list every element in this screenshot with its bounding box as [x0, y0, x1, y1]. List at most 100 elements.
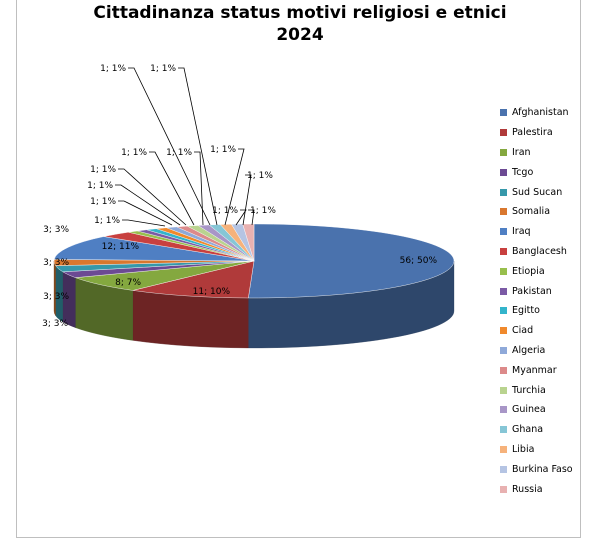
legend-label: Ghana — [512, 424, 544, 436]
legend-label: Turchia — [512, 384, 546, 396]
legend-item: Turchia — [500, 380, 596, 400]
data-label-turchia: 1; 1% — [100, 64, 126, 74]
legend-label: Tcgo — [512, 166, 534, 178]
legend-label: Egitto — [512, 305, 540, 317]
legend-swatch — [500, 366, 507, 374]
chart-legend: Afghanistan Palestira Iran Tcgo Sud Sucan Som… — [500, 103, 596, 499]
pie-side-palestira — [132, 290, 249, 349]
legend-swatch — [500, 465, 507, 473]
data-label-algeria: 1; 1% — [121, 148, 147, 158]
leader-line — [115, 184, 181, 226]
leader-line — [242, 174, 252, 226]
leader-line — [194, 151, 204, 226]
data-label-burkina-faso: 1; 1% — [247, 171, 273, 181]
legend-swatch — [500, 267, 507, 275]
legend-swatch — [500, 406, 507, 414]
data-label-ghana: 1; 1% — [210, 145, 236, 155]
chart-title-line2: 2024 — [276, 25, 324, 45]
legend-item: Iran — [500, 143, 596, 163]
legend-swatch — [500, 445, 507, 453]
legend-item: Burkina Faso — [500, 459, 596, 479]
legend-swatch — [500, 148, 507, 156]
data-label-somalia: 3; 3% — [43, 225, 69, 235]
data-label-ciad: 1; 1% — [90, 165, 116, 175]
pie-slice-iraq — [53, 236, 255, 262]
leader-line — [178, 67, 218, 226]
data-label-banglacesh: 3; 3% — [42, 319, 68, 329]
data-label-egitto: 1; 1% — [87, 181, 113, 191]
chart-title-line1: Cittadinanza status motivi religiosi e e… — [93, 3, 507, 23]
legend-swatch — [500, 346, 507, 354]
legend-label: Libia — [512, 443, 535, 455]
leader-line — [128, 67, 211, 226]
chart-title: Cittadinanza status motivi religiosi e e… — [0, 2, 600, 46]
legend-swatch — [500, 109, 507, 117]
legend-label: Myanmar — [512, 364, 557, 376]
legend-swatch — [500, 208, 507, 216]
data-label-afghanistan: 56; 50% — [400, 256, 438, 266]
data-labels: 56; 50% 11; 10% 8; 7% 3; 3% 3; 3% 3; 3% 12; 11… — [42, 64, 437, 329]
leader-line — [118, 200, 173, 226]
data-label-tcgo: 3; 3% — [43, 292, 69, 302]
legend-item: Somalia — [500, 202, 596, 222]
legend-item: Banglacesh — [500, 242, 596, 262]
legend-item: Ghana — [500, 420, 596, 440]
legend-swatch — [500, 168, 507, 176]
legend-item: Pakistan — [500, 281, 596, 301]
legend-swatch — [500, 327, 507, 335]
legend-item: Ciad — [500, 321, 596, 341]
leader-line — [235, 209, 247, 226]
legend-label: Algeria — [512, 344, 546, 356]
legend-label: Ciad — [512, 325, 534, 337]
legend-item: Etiopia — [500, 261, 596, 281]
data-label-myanmar: 1; 1% — [166, 148, 192, 158]
data-label-pakistan: 1; 1% — [90, 197, 116, 207]
legend-item: Palestira — [500, 123, 596, 143]
legend-item: Iraq — [500, 222, 596, 242]
pie-side-somalia — [53, 260, 56, 317]
leader-line — [224, 148, 245, 226]
pie-slices — [53, 223, 455, 299]
legend-item: Sud Sucan — [500, 182, 596, 202]
pie-slice-russia — [242, 223, 255, 262]
data-label-iraq: 12; 11% — [102, 242, 140, 252]
legend-swatch — [500, 307, 507, 315]
pie-slice-afghanistan — [248, 223, 455, 299]
data-label-guinea: 1; 1% — [150, 64, 176, 74]
legend-swatch — [500, 188, 507, 196]
legend-item: Russia — [500, 479, 596, 499]
legend-label: Iraq — [512, 226, 531, 238]
legend-swatch — [500, 247, 507, 255]
legend-label: Palestira — [512, 127, 553, 139]
legend-swatch — [500, 386, 507, 394]
data-label-etiopia: 1; 1% — [94, 216, 120, 226]
legend-label: Pakistan — [512, 285, 552, 297]
legend-label: Burkina Faso — [512, 463, 573, 475]
data-label-libia: 1; 1% — [212, 206, 238, 216]
legend-label: Iran — [512, 146, 531, 158]
legend-item: Egitto — [500, 301, 596, 321]
legend-item: Tcgo — [500, 162, 596, 182]
legend-swatch — [500, 287, 507, 295]
legend-label: Sud Sucan — [512, 186, 563, 198]
legend-item: Guinea — [500, 400, 596, 420]
legend-item: Myanmar — [500, 360, 596, 380]
data-label-palestira: 11; 10% — [193, 287, 231, 297]
legend-label: Russia — [512, 483, 543, 495]
leader-line — [248, 209, 255, 226]
legend-item: Algeria — [500, 341, 596, 361]
legend-item: Afghanistan — [500, 103, 596, 123]
legend-label: Guinea — [512, 404, 546, 416]
legend-label: Afghanistan — [512, 107, 569, 119]
data-label-sud-sucan: 3; 3% — [43, 258, 69, 268]
data-label-russia: 1; 1% — [250, 206, 276, 216]
data-label-iran: 8; 7% — [115, 278, 141, 288]
legend-item: Libia — [500, 440, 596, 460]
leader-line — [118, 168, 187, 226]
legend-swatch — [500, 129, 507, 137]
legend-label: Banglacesh — [512, 245, 567, 257]
leader-line — [122, 219, 166, 227]
legend-swatch — [500, 426, 507, 434]
legend-label: Somalia — [512, 206, 551, 218]
